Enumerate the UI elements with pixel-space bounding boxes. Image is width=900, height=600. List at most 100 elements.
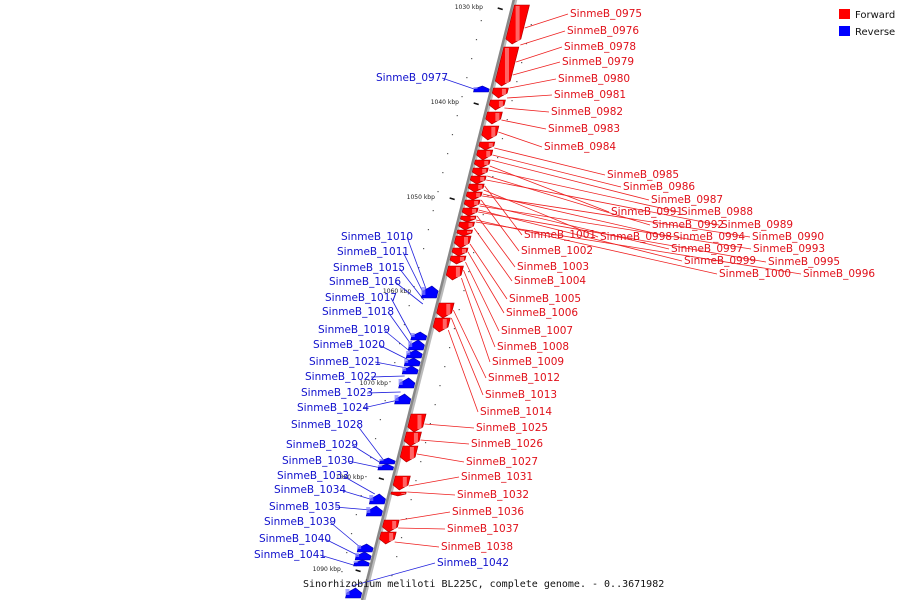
forward-gene-feature[interactable] — [491, 87, 509, 99]
forward-gene-label[interactable]: SinmeB_1027 — [466, 456, 538, 468]
reverse-gene-label[interactable]: SinmeB_1018 — [322, 306, 394, 318]
forward-gene-feature[interactable] — [399, 445, 419, 463]
forward-gene-feature[interactable] — [382, 519, 400, 533]
reverse-gene-label[interactable]: SinmeB_1040 — [259, 533, 331, 545]
forward-gene-label[interactable]: SinmeB_0992 — [652, 219, 724, 231]
forward-gene-label[interactable]: SinmeB_0995 — [768, 256, 840, 268]
minor-tick — [370, 457, 372, 459]
reverse-gene-label[interactable]: SinmeB_1034 — [274, 484, 346, 496]
forward-gene-label[interactable]: SinmeB_1000 — [719, 268, 791, 280]
forward-leader-line — [501, 119, 547, 130]
reverse-gene-label[interactable]: SinmeB_1011 — [337, 246, 409, 258]
forward-gene-feature[interactable] — [485, 111, 503, 125]
forward-gene-label[interactable]: SinmeB_0978 — [564, 41, 636, 53]
reverse-gene-label[interactable]: SinmeB_1022 — [305, 371, 377, 383]
forward-gene-feature[interactable] — [488, 99, 506, 111]
forward-gene-label[interactable]: SinmeB_1006 — [506, 307, 578, 319]
forward-gene-feature[interactable] — [436, 302, 455, 319]
forward-gene-feature[interactable] — [481, 125, 500, 141]
forward-gene-label[interactable]: SinmeB_0988 — [681, 206, 753, 218]
forward-gene-label[interactable]: SinmeB_0986 — [623, 181, 695, 193]
forward-gene-label[interactable]: SinmeB_0987 — [651, 194, 723, 206]
forward-gene-label[interactable]: SinmeB_0981 — [554, 89, 626, 101]
forward-gene-feature[interactable] — [392, 475, 411, 491]
feature-highlight — [394, 395, 399, 401]
forward-gene-label[interactable]: SinmeB_1013 — [485, 389, 557, 401]
forward-gene-label[interactable]: SinmeB_1005 — [509, 293, 581, 305]
reverse-gene-label[interactable]: SinmeB_1041 — [254, 549, 326, 561]
forward-gene-label[interactable]: SinmeB_0983 — [548, 123, 620, 135]
forward-gene-label[interactable]: SinmeB_0994 — [673, 231, 745, 243]
forward-gene-label[interactable]: SinmeB_1036 — [452, 506, 524, 518]
forward-gene-label[interactable]: SinmeB_0985 — [607, 169, 679, 181]
forward-gene-label[interactable]: SinmeB_1037 — [447, 523, 519, 535]
reverse-gene-label[interactable]: SinmeB_1033 — [277, 470, 349, 482]
forward-leader-line — [475, 221, 802, 275]
scale-tick-label: 1050 kbp — [407, 194, 435, 201]
forward-gene-feature[interactable] — [379, 531, 397, 545]
forward-gene-label[interactable]: SinmeB_1009 — [492, 356, 564, 368]
reverse-gene-label[interactable]: SinmeB_1039 — [264, 516, 336, 528]
forward-gene-feature[interactable] — [407, 413, 427, 433]
forward-gene-label[interactable]: SinmeB_1004 — [514, 275, 586, 287]
forward-gene-label[interactable]: SinmeB_1038 — [441, 541, 513, 553]
forward-gene-label[interactable]: SinmeB_0997 — [671, 243, 743, 255]
forward-gene-label[interactable]: SinmeB_1025 — [476, 422, 548, 434]
reverse-gene-label[interactable]: SinmeB_1023 — [301, 387, 373, 399]
forward-gene-label[interactable]: SinmeB_0990 — [752, 231, 824, 243]
forward-gene-label[interactable]: SinmeB_0976 — [567, 25, 639, 37]
forward-gene-label[interactable]: SinmeB_1014 — [480, 406, 552, 418]
scale-tick — [355, 569, 361, 573]
forward-leader-line — [479, 205, 752, 250]
forward-gene-label[interactable]: SinmeB_0984 — [544, 141, 616, 153]
reverse-gene-label[interactable]: SinmeB_1042 — [437, 557, 509, 569]
forward-gene-label[interactable]: SinmeB_0996 — [803, 268, 875, 280]
forward-gene-label[interactable]: SinmeB_0982 — [551, 106, 623, 118]
forward-gene-label[interactable]: SinmeB_1007 — [501, 325, 573, 337]
minor-tick — [418, 267, 420, 269]
forward-gene-label[interactable]: SinmeB_1012 — [488, 372, 560, 384]
reverse-gene-label[interactable]: SinmeB_1020 — [313, 339, 385, 351]
forward-gene-label[interactable]: SinmeB_0979 — [562, 56, 634, 68]
forward-gene-feature[interactable] — [453, 235, 472, 249]
minor-tick — [475, 39, 478, 41]
reverse-gene-label[interactable]: SinmeB_1010 — [341, 231, 413, 243]
reverse-gene-label[interactable]: SinmeB_1029 — [286, 439, 358, 451]
forward-gene-feature[interactable] — [432, 317, 451, 333]
reverse-gene-label[interactable]: SinmeB_1015 — [333, 262, 405, 274]
forward-gene-label[interactable]: SinmeB_1003 — [517, 261, 589, 273]
forward-gene-label[interactable]: SinmeB_0993 — [753, 243, 825, 255]
forward-gene-feature[interactable] — [476, 149, 494, 161]
forward-gene-label[interactable]: SinmeB_1002 — [521, 245, 593, 257]
forward-gene-label[interactable]: SinmeB_0975 — [570, 8, 642, 20]
reverse-gene-label[interactable]: SinmeB_1019 — [318, 324, 390, 336]
minor-tick — [525, 43, 528, 45]
forward-leader-line — [469, 243, 508, 300]
forward-leader-line — [394, 541, 440, 548]
reverse-gene-label[interactable]: SinmeB_1021 — [309, 356, 381, 368]
forward-gene-label[interactable]: SinmeB_1032 — [457, 489, 529, 501]
feature-highlight — [392, 521, 397, 529]
forward-gene-label[interactable]: SinmeB_0998 — [600, 231, 672, 243]
minor-tick — [420, 461, 422, 463]
reverse-leader-line — [387, 311, 413, 347]
forward-gene-label[interactable]: SinmeB_0991 — [611, 206, 683, 218]
forward-gene-feature[interactable] — [403, 431, 422, 447]
forward-gene-label[interactable]: SinmeB_0999 — [684, 255, 756, 267]
reverse-gene-label[interactable]: SinmeB_1016 — [329, 276, 401, 288]
feature-highlight — [417, 415, 422, 429]
forward-gene-label[interactable]: SinmeB_0989 — [721, 219, 793, 231]
forward-gene-label[interactable]: SinmeB_1008 — [497, 341, 569, 353]
reverse-gene-label[interactable]: SinmeB_1035 — [269, 501, 341, 513]
forward-gene-label[interactable]: SinmeB_0980 — [558, 73, 630, 85]
reverse-gene-label[interactable]: SinmeB_1030 — [282, 455, 354, 467]
forward-gene-label[interactable]: SinmeB_1031 — [461, 471, 533, 483]
forward-leader-line — [484, 185, 523, 236]
reverse-gene-label[interactable]: SinmeB_1017 — [325, 292, 397, 304]
reverse-gene-label[interactable]: SinmeB_1024 — [297, 402, 369, 414]
forward-gene-feature[interactable] — [445, 265, 464, 281]
forward-gene-label[interactable]: SinmeB_1001 — [524, 229, 596, 241]
forward-gene-label[interactable]: SinmeB_1026 — [471, 438, 543, 450]
reverse-gene-label[interactable]: SinmeB_0977 — [376, 72, 448, 84]
reverse-gene-label[interactable]: SinmeB_1028 — [291, 419, 363, 431]
